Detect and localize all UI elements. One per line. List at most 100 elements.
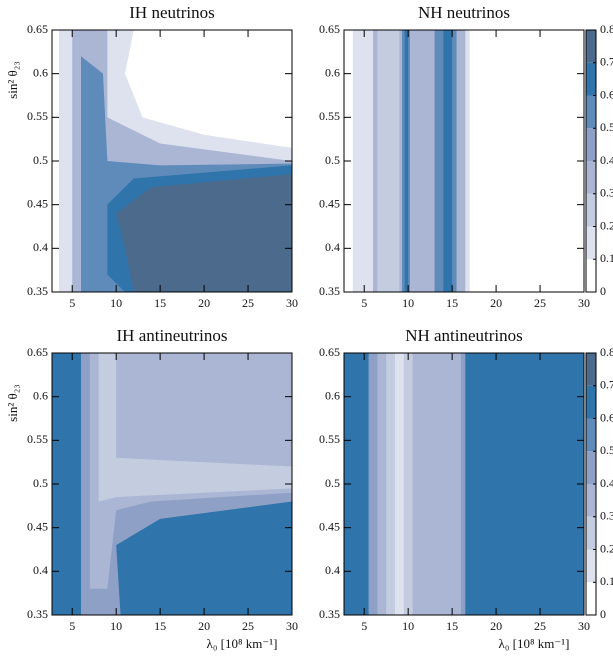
y-tick-label: 0.55 (27, 109, 48, 123)
x-tick-label: 10 (402, 619, 414, 633)
x-tick-label: 10 (110, 296, 122, 310)
colorbar-segment (586, 128, 596, 161)
x-tick-label: 20 (490, 296, 502, 310)
colorbar-segment (586, 193, 596, 227)
colorbar-tick-label: 0.1 (600, 574, 613, 588)
y-axis-label: sin² θ₂₃ (5, 384, 20, 422)
colorbar-tick-label: 0.5 (600, 443, 613, 457)
colorbar-segment (586, 30, 596, 63)
y-tick-label: 0.55 (319, 109, 340, 123)
colorbar-tick-label: 0.2 (600, 541, 613, 555)
y-tick-label: 0.5 (33, 153, 48, 167)
y-tick-label: 0.45 (319, 196, 340, 210)
y-tick-label: 0.4 (325, 563, 340, 577)
y-tick-label: 0.6 (33, 65, 48, 79)
colorbar-tick-label: 0.8 (600, 22, 613, 36)
colorbar-tick-label: 0.6 (600, 87, 613, 101)
panel-title: IH antineutrinos (117, 326, 228, 345)
colorbar-segment (586, 582, 596, 615)
y-axis-label: sin² θ₂₃ (5, 61, 20, 99)
y-tick-label: 0.55 (27, 432, 48, 446)
colorbar-tick-label: 0.6 (600, 410, 613, 424)
x-tick-label: 25 (242, 619, 254, 633)
x-tick-label: 10 (402, 296, 414, 310)
contour-region (404, 30, 409, 292)
x-tick-label: 30 (578, 619, 590, 633)
colorbar-segment (586, 353, 596, 386)
x-tick-label: 5 (361, 619, 367, 633)
colorbar-tick-label: 0.2 (600, 218, 613, 232)
y-tick-label: 0.6 (33, 388, 48, 402)
y-tick-label: 0.5 (325, 153, 340, 167)
colorbar-segment (586, 62, 596, 96)
y-tick-label: 0.5 (325, 476, 340, 490)
y-tick-label: 0.45 (319, 519, 340, 533)
y-tick-label: 0.4 (33, 240, 48, 254)
x-axis-label: λ₀ [10⁸ km⁻¹] (207, 636, 278, 651)
y-tick-label: 0.45 (27, 519, 48, 533)
colorbar-tick-label: 0.3 (600, 509, 613, 523)
x-tick-label: 25 (534, 296, 546, 310)
x-tick-label: 10 (110, 619, 122, 633)
colorbar-segment (586, 516, 596, 550)
colorbar-segment (586, 226, 596, 260)
colorbar-segment (586, 418, 596, 452)
x-tick-label: 15 (154, 296, 166, 310)
colorbar-tick-label: 0 (600, 607, 606, 621)
contour-region (116, 174, 292, 292)
x-tick-label: 5 (69, 619, 75, 633)
x-axis-label: λ₀ [10⁸ km⁻¹] (499, 636, 570, 651)
contour-region (98, 353, 292, 502)
y-tick-label: 0.4 (33, 563, 48, 577)
panel-title: NH antineutrinos (405, 326, 523, 345)
y-tick-label: 0.65 (319, 22, 340, 36)
colorbar-tick-label: 0.1 (600, 251, 613, 265)
colorbar-tick-label: 0.3 (600, 186, 613, 200)
colorbar-segment (586, 451, 596, 484)
x-tick-label: 25 (242, 296, 254, 310)
y-tick-label: 0.65 (27, 345, 48, 359)
colorbar-segment (586, 259, 596, 292)
plot-area (344, 30, 584, 292)
contour-region (394, 353, 404, 615)
x-tick-label: 15 (446, 619, 458, 633)
x-tick-label: 5 (69, 296, 75, 310)
colorbar-tick-label: 0.7 (600, 378, 613, 392)
x-tick-label: 20 (490, 619, 502, 633)
x-tick-label: 20 (198, 619, 210, 633)
colorbar-segment (586, 385, 596, 419)
x-tick-label: 20 (198, 296, 210, 310)
colorbar-tick-label: 0.7 (600, 55, 613, 69)
plot-area (52, 353, 292, 615)
y-tick-label: 0.35 (27, 607, 48, 621)
y-tick-label: 0.35 (319, 284, 340, 298)
colorbar-segment (586, 484, 596, 517)
y-tick-label: 0.65 (319, 345, 340, 359)
x-tick-label: 30 (286, 296, 298, 310)
colorbar-tick-label: 0.4 (600, 153, 613, 167)
panel-title: IH neutrinos (129, 3, 214, 22)
x-tick-label: 5 (361, 296, 367, 310)
y-tick-label: 0.5 (33, 476, 48, 490)
y-tick-label: 0.35 (319, 607, 340, 621)
y-tick-label: 0.4 (325, 240, 340, 254)
x-tick-label: 15 (446, 296, 458, 310)
contour-region (443, 30, 453, 292)
colorbar-segment (586, 161, 596, 194)
colorbar-segment (586, 95, 596, 129)
x-tick-label: 30 (286, 619, 298, 633)
x-tick-label: 30 (578, 296, 590, 310)
colorbar-tick-label: 0.5 (600, 120, 613, 134)
y-tick-label: 0.45 (27, 196, 48, 210)
plot-area (52, 30, 292, 292)
y-tick-label: 0.65 (27, 22, 48, 36)
contour-region (377, 30, 400, 292)
y-tick-label: 0.6 (325, 388, 340, 402)
colorbar-segment (586, 549, 596, 583)
y-tick-label: 0.6 (325, 65, 340, 79)
y-tick-label: 0.35 (27, 284, 48, 298)
colorbar-tick-label: 0.4 (600, 476, 613, 490)
panel-title: NH neutrinos (418, 3, 510, 22)
colorbar-tick-label: 0.8 (600, 345, 613, 359)
